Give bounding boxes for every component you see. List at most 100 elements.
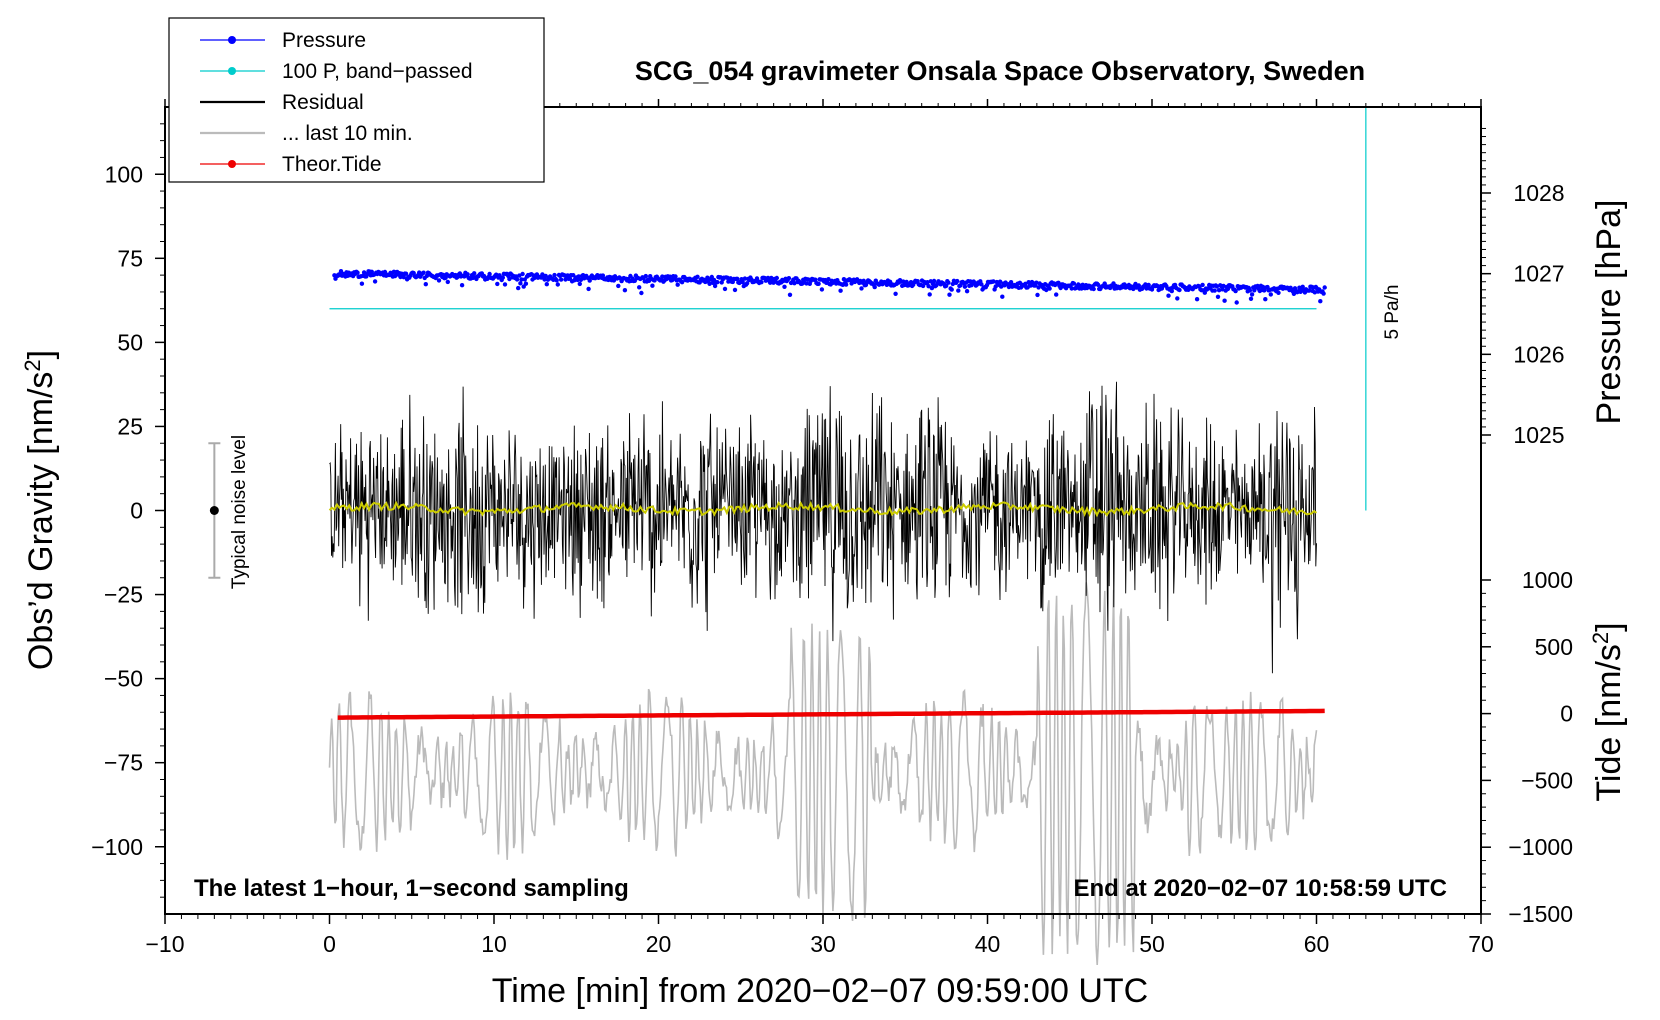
- pressure-point: [929, 285, 935, 291]
- pressure-point: [904, 279, 909, 285]
- noise-bar-center: [209, 506, 219, 515]
- pressure-point: [991, 279, 996, 284]
- pressure-point: [1069, 286, 1074, 291]
- pressure-point: [1091, 286, 1096, 292]
- pressure-point: [1034, 280, 1039, 285]
- pressure-point: [792, 281, 797, 286]
- pressure-point: [436, 278, 442, 283]
- pressure-point: [520, 271, 525, 277]
- x-tick-label: 20: [646, 931, 672, 957]
- pressure-point: [819, 287, 825, 292]
- pressure-point: [1095, 282, 1101, 287]
- pressure-point: [947, 292, 952, 297]
- pressure-point: [552, 272, 557, 278]
- pressure-point: [403, 271, 409, 276]
- pressure-point: [1071, 281, 1077, 286]
- x-tick-label: 50: [1139, 931, 1165, 957]
- pressure-point: [1026, 280, 1031, 285]
- pressure-point: [660, 274, 665, 279]
- pressure-point: [742, 276, 748, 281]
- pressure-point: [838, 288, 843, 293]
- y-axis-label-pressure: Pressure [hPa]: [1590, 200, 1628, 425]
- series-layer: [208, 107, 1367, 966]
- pressure-point: [518, 281, 523, 286]
- pressure-point: [487, 271, 492, 277]
- y-left-tick-label: −75: [104, 750, 143, 776]
- pressure-point: [804, 281, 809, 286]
- residual-line: [329, 381, 1317, 674]
- pressure-point: [872, 284, 877, 290]
- legend-dot: [228, 67, 236, 75]
- pressure-point: [826, 277, 831, 282]
- y-pressure-tick-label: 1028: [1513, 180, 1564, 206]
- pressure-point: [1234, 300, 1239, 305]
- y-tide-tick-label: 500: [1535, 634, 1573, 660]
- pressure-point: [495, 281, 500, 287]
- pressure-point: [735, 276, 740, 281]
- pressure-point: [514, 277, 520, 282]
- legend-label: Pressure: [282, 29, 366, 52]
- y-tide-tick-label: −1500: [1508, 901, 1573, 927]
- pressure-point: [893, 291, 898, 296]
- pressure-point: [1312, 290, 1318, 295]
- pressure-point: [643, 273, 648, 279]
- pressure-point: [1200, 282, 1205, 288]
- pressure-point: [650, 283, 655, 288]
- y-left-tick-label: 25: [117, 413, 143, 439]
- y-axis-label-left-close: ]: [22, 350, 60, 359]
- pressure-point: [1155, 283, 1160, 289]
- pressure-point: [695, 274, 700, 279]
- pressure-point: [1212, 288, 1217, 293]
- pressure-point: [1233, 288, 1238, 294]
- rate-scale-label: 5 Pa/h: [1382, 285, 1403, 340]
- pressure-point: [372, 279, 378, 284]
- pressure-point: [622, 288, 628, 293]
- y-tide-tick-label: 1000: [1522, 567, 1573, 593]
- legend-items: Pressure 100 P, band−passed Residual ... la…: [200, 29, 473, 176]
- pressure-point: [1321, 291, 1326, 296]
- y-tide-tick-label: −500: [1521, 767, 1573, 793]
- pressure-point: [1268, 292, 1274, 297]
- pressure-point: [1220, 287, 1225, 292]
- pressure-point: [587, 278, 592, 283]
- pressure-point: [927, 292, 932, 297]
- pressure-point: [577, 281, 582, 287]
- theoretical-tide-line: [337, 708, 1325, 720]
- pressure-point: [816, 281, 821, 286]
- pressure-point: [443, 275, 448, 280]
- pressure-point: [1216, 288, 1222, 293]
- pressure-point: [355, 270, 360, 275]
- pressure-point: [543, 273, 548, 279]
- pressure-point: [944, 283, 949, 288]
- pressure-point: [1035, 292, 1040, 298]
- pressure-point: [1175, 296, 1180, 301]
- y-left-tick-label: −100: [91, 834, 143, 860]
- y-axis-label-tide-main: Tide [nm/s: [1590, 644, 1628, 801]
- pressure-point: [1322, 285, 1327, 290]
- y-left-tick-label: −50: [104, 666, 143, 692]
- pressure-point: [563, 277, 568, 282]
- pressure-point: [1169, 288, 1175, 294]
- pressure-point: [997, 279, 1003, 284]
- x-tick-label: 30: [810, 931, 836, 957]
- pressure-point: [1047, 286, 1052, 291]
- pressure-point: [979, 282, 984, 287]
- pressure-point: [901, 279, 906, 284]
- pressure-point: [472, 271, 477, 276]
- pressure-point: [1044, 287, 1049, 293]
- y-axis-label-tide: Tide [nm/s2]: [1588, 622, 1628, 801]
- pressure-point: [715, 280, 720, 285]
- pressure-point: [401, 275, 406, 280]
- pressure-point: [361, 270, 367, 275]
- pressure-point: [962, 284, 968, 289]
- pressure-point: [1222, 298, 1227, 303]
- pressure-point: [1318, 299, 1323, 304]
- pressure-point: [774, 275, 779, 281]
- y-axis-label-left-main: Obs’d Gravity [nm/s: [22, 372, 60, 671]
- annotation-sampling: The latest 1−hour, 1−second sampling: [194, 875, 629, 902]
- pressure-point: [1054, 292, 1059, 297]
- pressure-point: [544, 282, 549, 287]
- chart-title: SCG_054 gravimeter Onsala Space Observat…: [635, 56, 1365, 86]
- pressure-point: [1221, 283, 1226, 289]
- pressure-point: [759, 280, 764, 285]
